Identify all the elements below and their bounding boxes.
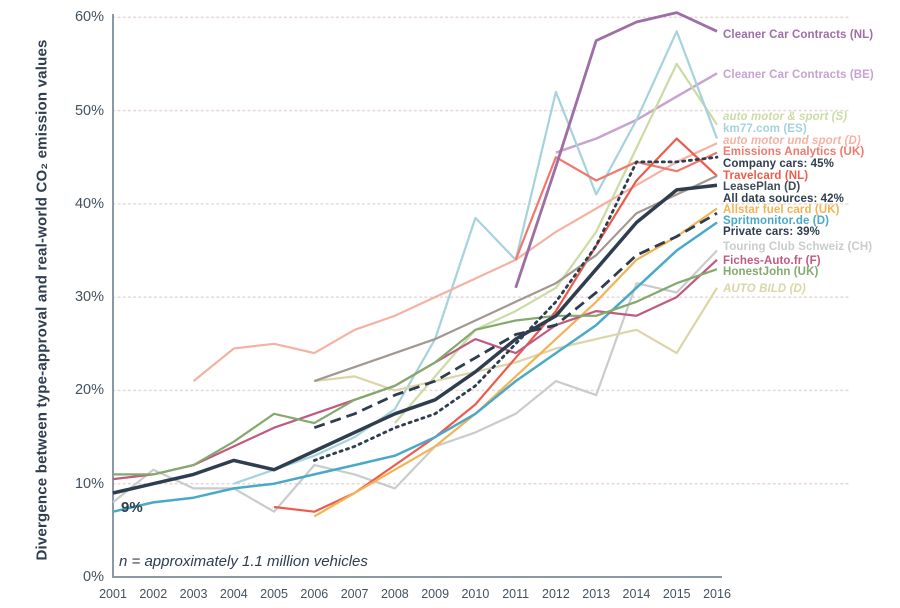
x-tick-2004: 2004: [219, 587, 248, 601]
legend-auto-bild-d: AUTO BILD (D): [723, 283, 806, 295]
legend-emissions-analytics-uk: Emissions Analytics (UK): [723, 146, 865, 158]
series-line-leaseplan-d: [313, 174, 718, 383]
y-tick-20: 20%: [74, 382, 104, 399]
x-tick-2011: 2011: [502, 587, 530, 601]
x-tick-2003: 2003: [179, 587, 208, 601]
series-line-auto-motor-sport-s: [394, 62, 718, 424]
y-tick-50: 50%: [74, 102, 104, 119]
legend-cleaner-car-contracts-be: Cleaner Car Contracts (BE): [723, 69, 874, 81]
legend-auto-motor-sport-s: auto motor & sport (S): [723, 111, 848, 123]
y-tick-40: 40%: [74, 195, 104, 212]
sample-size-note: n = approximately 1.1 million vehicles: [119, 553, 368, 571]
x-tick-2010: 2010: [461, 587, 490, 601]
series-line-spritmonitor-de-d: [112, 221, 718, 513]
legend-leaseplan-d: LeasePlan (D): [723, 181, 801, 193]
series-line-touring-club-schweiz-ch: [112, 249, 718, 513]
x-tick-2002: 2002: [139, 587, 168, 601]
x-tick-2014: 2014: [622, 587, 651, 601]
legend-private-cars: Private cars: 39%: [723, 226, 820, 238]
series-line-private-cars: [313, 211, 718, 430]
x-tick-2009: 2009: [421, 587, 450, 601]
x-tick-2015: 2015: [662, 587, 691, 601]
legend-fiches-auto-fr-f: Fiches-Auto.fr (F): [723, 255, 821, 267]
series-line-allstar-fuel-card-uk: [313, 207, 718, 518]
y-tick-60: 60%: [74, 9, 104, 26]
legend-company-cars: Company cars: 45%: [723, 158, 834, 170]
x-tick-2013: 2013: [582, 587, 611, 601]
x-tick-2016: 2016: [703, 587, 731, 601]
legend-km77-com-es: km77.com (ES): [723, 123, 807, 135]
y-tick-0: 0%: [83, 569, 104, 585]
legend-honestjohn-uk: HonestJohn (UK): [723, 266, 819, 278]
legend-cleaner-car-contracts-nl: Cleaner Car Contracts (NL): [723, 29, 874, 41]
series-line-honestjohn-uk: [113, 268, 718, 476]
series-line-auto-motor-und-sport-d: [192, 142, 718, 382]
legend-touring-club-schweiz-ch: Touring Club Schweiz (CH): [723, 241, 873, 253]
series-line-company-cars: [312, 155, 719, 462]
legend-spritmonitor-de-d: Spritmonitor.de (D): [723, 215, 830, 227]
x-tick-2001: 2001: [99, 587, 127, 601]
series-line-cleaner-car-contracts-be: [555, 72, 718, 154]
axis-spines: [112, 14, 722, 578]
legend-auto-motor-und-sport-d: auto motor und sport (D): [723, 135, 861, 147]
x-tick-2012: 2012: [542, 587, 570, 601]
series-line-cleaner-car-contracts-nl: [514, 11, 718, 289]
legend-all-data-sources: All data sources: 42%: [723, 193, 844, 205]
y-tick-30: 30%: [74, 289, 104, 306]
x-tick-2007: 2007: [340, 587, 369, 601]
x-tick-2005: 2005: [260, 587, 288, 601]
series-line-auto-bild-d: [314, 287, 718, 392]
series-line-emissions-analytics-uk: [514, 151, 718, 261]
start-value-annotation: 9%: [121, 498, 143, 516]
legend-allstar-fuel-card-uk: Allstar fuel card (UK): [723, 204, 840, 216]
x-tick-2006: 2006: [300, 587, 329, 601]
series-line-km77-com-es: [233, 30, 719, 485]
x-tick-2008: 2008: [380, 587, 409, 601]
y-tick-10: 10%: [74, 475, 104, 492]
legend-travelcard-nl: Travelcard (NL): [723, 170, 809, 182]
series-line-all-data-sources: [112, 183, 718, 495]
